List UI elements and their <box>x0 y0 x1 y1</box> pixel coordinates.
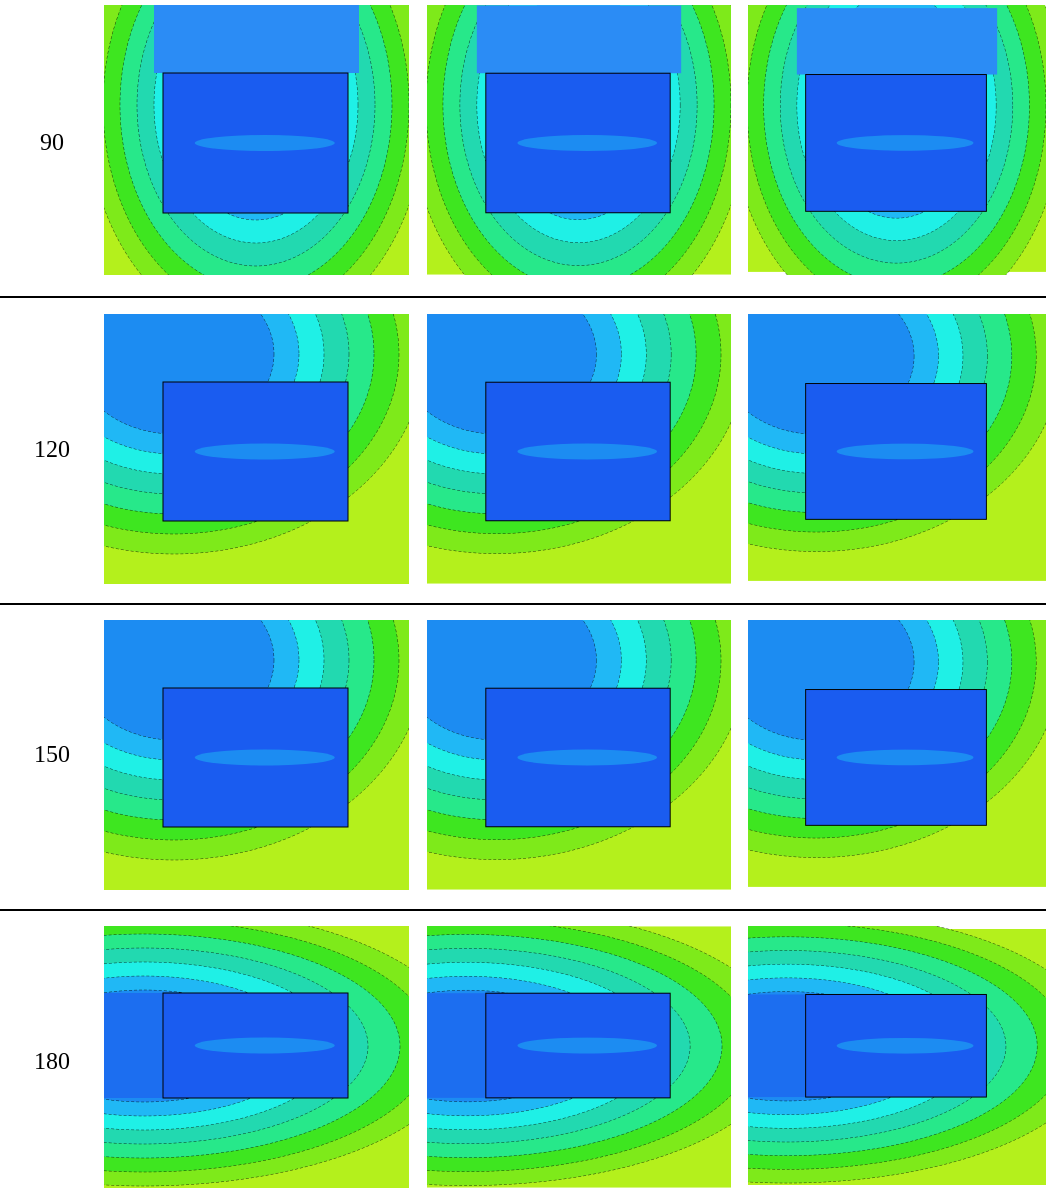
contour-panel <box>748 5 1046 275</box>
row-label: 90 <box>40 130 64 156</box>
contour-panel <box>748 314 1046 581</box>
row-label: 150 <box>34 742 70 768</box>
contour-panel <box>748 620 1046 887</box>
contour-band <box>836 443 974 460</box>
contour-band <box>517 443 657 460</box>
separator <box>0 909 1046 911</box>
contour-band <box>194 1037 335 1054</box>
wake-region <box>748 994 807 1098</box>
contour-panel <box>104 5 409 275</box>
contour-panel <box>427 314 731 584</box>
contour-band <box>194 749 335 766</box>
row-label: 120 <box>34 437 70 463</box>
contour-panel <box>427 620 731 890</box>
wake-region <box>796 8 998 75</box>
wake-region <box>104 993 164 1098</box>
contour-panel <box>748 926 1046 1185</box>
contour-panel <box>427 5 731 275</box>
contour-band <box>517 1037 657 1054</box>
contour-band <box>836 1037 974 1054</box>
wake-region <box>427 993 487 1098</box>
contour-panel <box>104 314 409 584</box>
contour-band <box>836 135 974 151</box>
contour-panel <box>104 620 409 890</box>
wake-region <box>154 5 359 73</box>
wake-region <box>476 5 682 74</box>
contour-band <box>517 135 657 151</box>
contour-band <box>194 135 335 151</box>
contour-panel <box>427 926 731 1188</box>
contour-band <box>194 443 335 460</box>
separator <box>0 603 1046 605</box>
row-label: 180 <box>34 1049 70 1075</box>
contour-band <box>517 749 657 766</box>
contour-panel <box>104 926 409 1188</box>
separator <box>0 296 1046 298</box>
contour-band <box>836 749 974 766</box>
